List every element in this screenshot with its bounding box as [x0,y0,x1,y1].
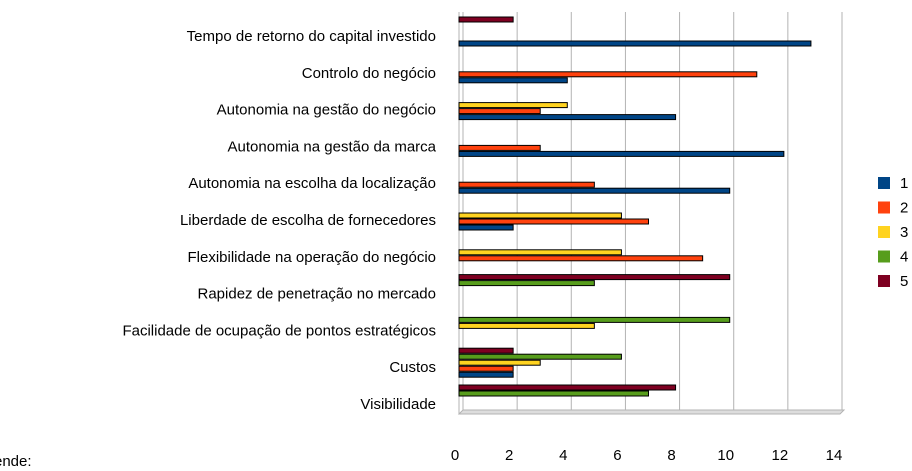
y-tick-label: Rapidez de penetração no mercado [198,286,437,303]
legend-swatch [878,250,890,263]
bar [458,280,595,287]
legend-label: 1 [900,175,908,192]
bar [458,212,622,219]
bar [458,316,731,323]
floor [457,409,846,415]
y-tick-label: Controlo do negócio [302,65,436,82]
y-tick-label: Flexibilidade na operação do negócio [187,249,436,266]
bar [458,353,622,360]
x-tick-label: 10 [717,447,734,464]
y-tick-label: Facilidade de ocupação de pontos estraté… [122,322,436,339]
legend-label: 2 [900,199,908,216]
y-tick-label: Autonomia na escolha da localização [188,175,436,192]
y-tick-label: Custos [389,359,436,376]
bar [458,255,704,262]
bar [458,40,812,47]
bar [458,390,649,397]
y-tick-label: Tempo de retorno do capital investido [187,28,436,45]
bar [458,114,677,121]
y-tick-label: Visibilidade [360,396,436,413]
bar [458,16,514,23]
bar [458,187,731,194]
y-tick-label: Autonomia na gestão da marca [228,138,437,155]
x-tick-label: 14 [826,447,843,464]
bar [458,108,541,115]
y-tick-label: Autonomia na gestão do negócio [217,102,436,119]
bar [458,322,595,329]
legend-label: 3 [900,224,908,241]
bar [458,365,514,372]
bar [458,102,568,109]
bar [458,150,785,157]
bar [458,359,541,366]
bar [458,224,514,231]
legend-swatch [878,201,890,214]
legend-swatch [878,275,890,287]
bar [458,371,514,378]
y-tick-label: Liberdade de escolha de fornecedores [180,212,436,229]
x-tick-label: 2 [505,447,513,464]
bar [458,144,541,151]
x-tick-label: 4 [559,447,567,464]
bar [458,77,568,84]
legend-label: 5 [900,273,908,290]
legend-label: 4 [900,248,908,265]
bar [458,384,677,391]
bar [458,218,649,225]
legend-swatch [878,177,890,189]
legend-swatch [878,226,890,238]
bar [458,347,514,354]
x-tick-label: 8 [667,447,675,464]
x-tick-label: 12 [772,447,789,464]
x-tick-label: 0 [451,447,459,464]
x-tick-label: 6 [613,447,621,464]
bar [458,181,595,188]
footer-text: ende: [0,453,32,470]
bar [458,249,622,256]
bar [458,274,731,281]
bar [458,71,758,78]
